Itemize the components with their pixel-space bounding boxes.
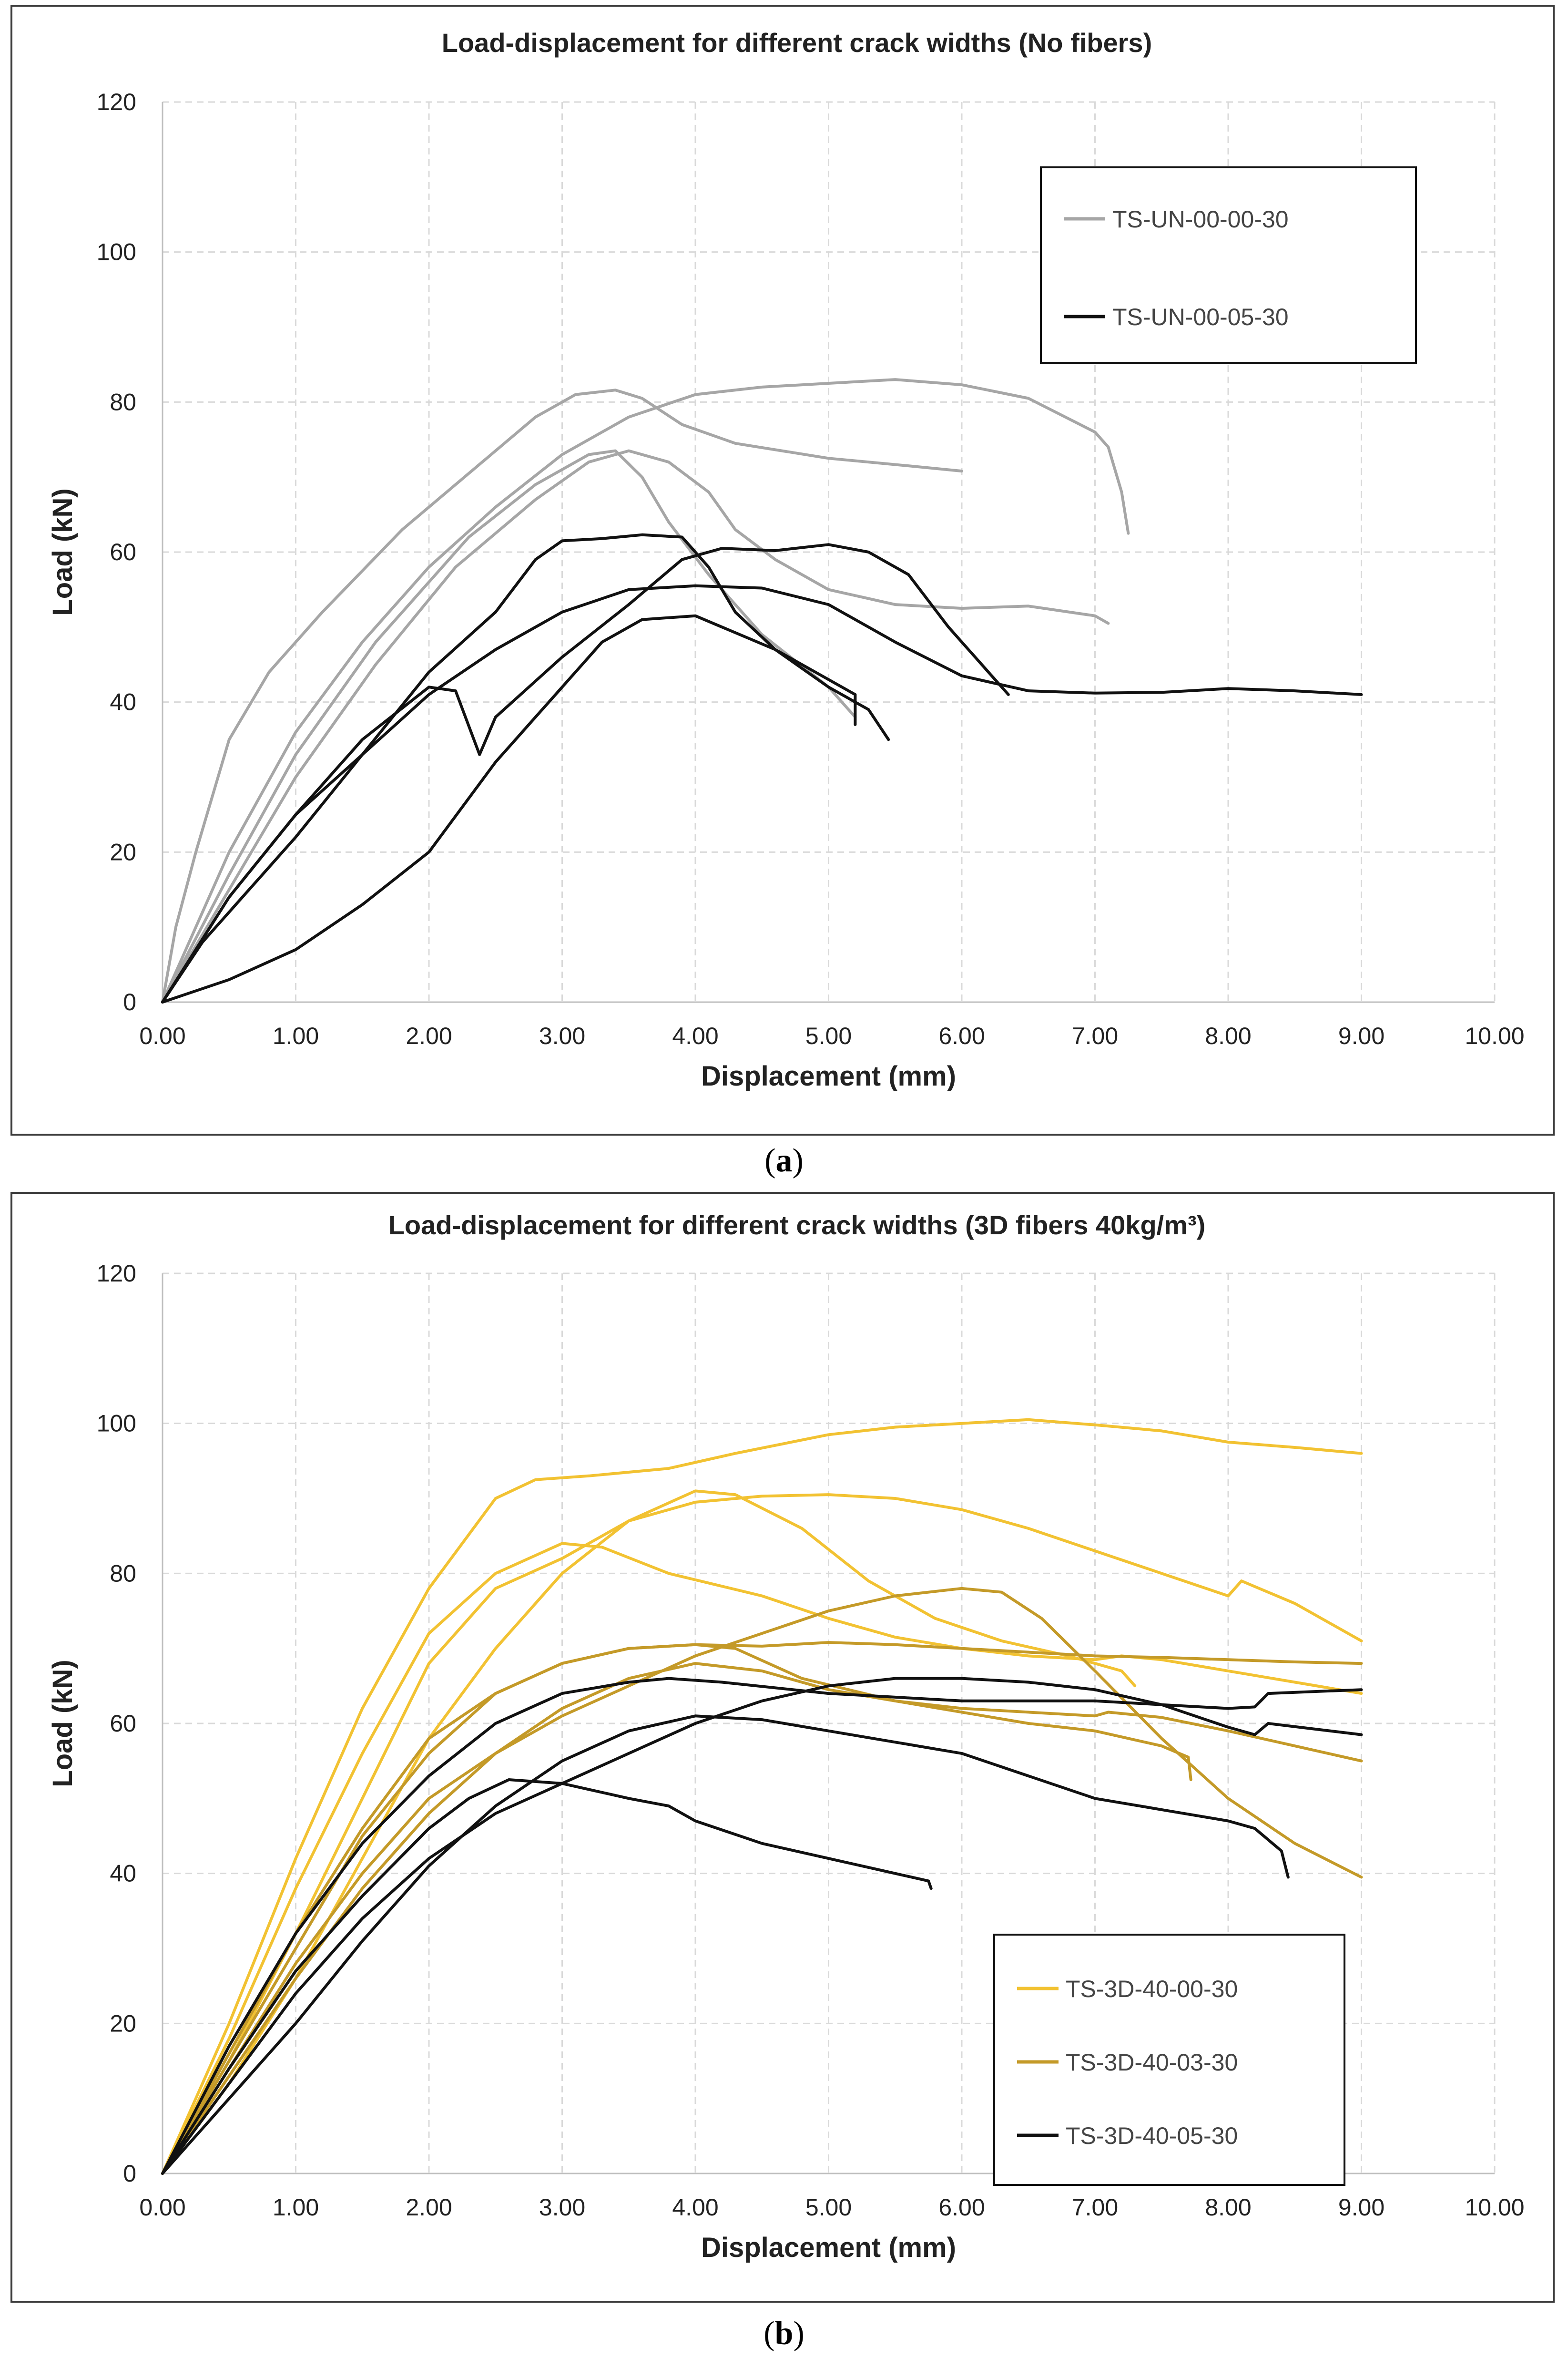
chart-b: Load-displacement for different crack wi… — [47, 1210, 1525, 2263]
x-tick-label: 7.00 — [1072, 1023, 1118, 1049]
x-tick-label: 9.00 — [1338, 1023, 1385, 1049]
legend-box — [993, 1934, 1345, 2186]
x-tick-label: 7.00 — [1072, 2194, 1118, 2221]
y-tick-label: 40 — [110, 689, 136, 716]
series-line — [161, 1677, 1363, 2175]
x-tick-label: 4.00 — [672, 2194, 718, 2221]
y-tick-label: 60 — [110, 1710, 136, 1737]
series-line — [161, 389, 963, 1004]
series-line — [161, 1418, 1363, 2175]
x-tick-label: 10.00 — [1465, 2194, 1524, 2221]
x-tick-label: 3.00 — [539, 1023, 585, 1049]
y-tick-label: 20 — [110, 839, 136, 865]
series-line — [161, 614, 857, 1004]
x-tick-label: 9.00 — [1338, 2194, 1385, 2221]
series-line — [161, 1641, 1363, 2175]
x-tick-label: 8.00 — [1205, 2194, 1251, 2221]
y-axis-title: Load (kN) — [47, 488, 78, 615]
y-tick-label: 80 — [110, 1560, 136, 1587]
y-tick-label: 100 — [97, 239, 136, 266]
y-tick-label: 0 — [123, 989, 136, 1015]
chart-b-frame: Load-displacement for different crack wi… — [10, 1192, 1555, 2303]
series-line — [161, 584, 1363, 1004]
series-line — [161, 1662, 1363, 2175]
x-tick-label: 5.00 — [805, 2194, 852, 2221]
series-line — [161, 449, 1110, 1004]
x-axis-title: Displacement (mm) — [701, 2232, 956, 2263]
x-tick-label: 4.00 — [672, 1023, 718, 1049]
series-line — [161, 543, 1010, 1004]
x-tick-label: 3.00 — [539, 2194, 585, 2221]
legend-label: TS-UN-00-00-30 — [1112, 206, 1289, 233]
x-tick-label: 8.00 — [1205, 1023, 1251, 1049]
x-tick-label: 6.00 — [938, 1023, 985, 1049]
y-tick-label: 100 — [97, 1410, 136, 1437]
series-line — [161, 1587, 1363, 2175]
series-line — [161, 1643, 1192, 2175]
series-line — [161, 449, 857, 1004]
series-line — [161, 1778, 933, 2175]
series-line — [161, 1489, 1137, 2175]
x-tick-label: 2.00 — [406, 1023, 452, 1049]
x-tick-label: 0.00 — [139, 2194, 185, 2221]
x-tick-label: 5.00 — [805, 1023, 852, 1049]
x-tick-label: 10.00 — [1465, 1023, 1524, 1049]
chart-title: Load-displacement for different crack wi… — [388, 1210, 1206, 1240]
x-tick-label: 0.00 — [139, 1023, 185, 1049]
x-tick-label: 1.00 — [273, 2194, 319, 2221]
x-axis-title: Displacement (mm) — [701, 1061, 956, 1092]
y-tick-label: 0 — [123, 2160, 136, 2187]
series-line — [161, 533, 890, 1004]
legend-label: TS-UN-00-05-30 — [1112, 304, 1289, 330]
caption-a: (a) — [764, 1142, 804, 1179]
y-axis-title: Load (kN) — [47, 1660, 78, 1787]
series-line — [161, 1542, 1363, 2175]
series-line — [161, 1714, 1290, 2175]
x-tick-label: 1.00 — [273, 1023, 319, 1049]
legend-box — [1040, 166, 1417, 364]
chart-title: Load-displacement for different crack wi… — [442, 28, 1152, 58]
caption-b: (b) — [764, 2315, 804, 2352]
legend-label: TS-3D-40-05-30 — [1066, 2122, 1238, 2149]
y-tick-label: 80 — [110, 389, 136, 415]
y-tick-label: 40 — [110, 1860, 136, 1887]
y-tick-label: 120 — [97, 89, 136, 115]
legend-label: TS-3D-40-03-30 — [1066, 2049, 1238, 2076]
y-tick-label: 60 — [110, 539, 136, 565]
series-line — [161, 378, 1130, 1004]
y-tick-label: 20 — [110, 2010, 136, 2037]
chart-a-frame: Load-displacement for different crack wi… — [10, 5, 1555, 1136]
x-tick-label: 2.00 — [406, 2194, 452, 2221]
x-tick-label: 6.00 — [938, 2194, 985, 2221]
legend-label: TS-3D-40-00-30 — [1066, 1976, 1238, 2002]
series-line — [161, 1677, 1363, 2175]
y-tick-label: 120 — [97, 1260, 136, 1287]
series-line — [161, 1493, 1363, 2175]
chart-a: Load-displacement for different crack wi… — [47, 28, 1525, 1092]
